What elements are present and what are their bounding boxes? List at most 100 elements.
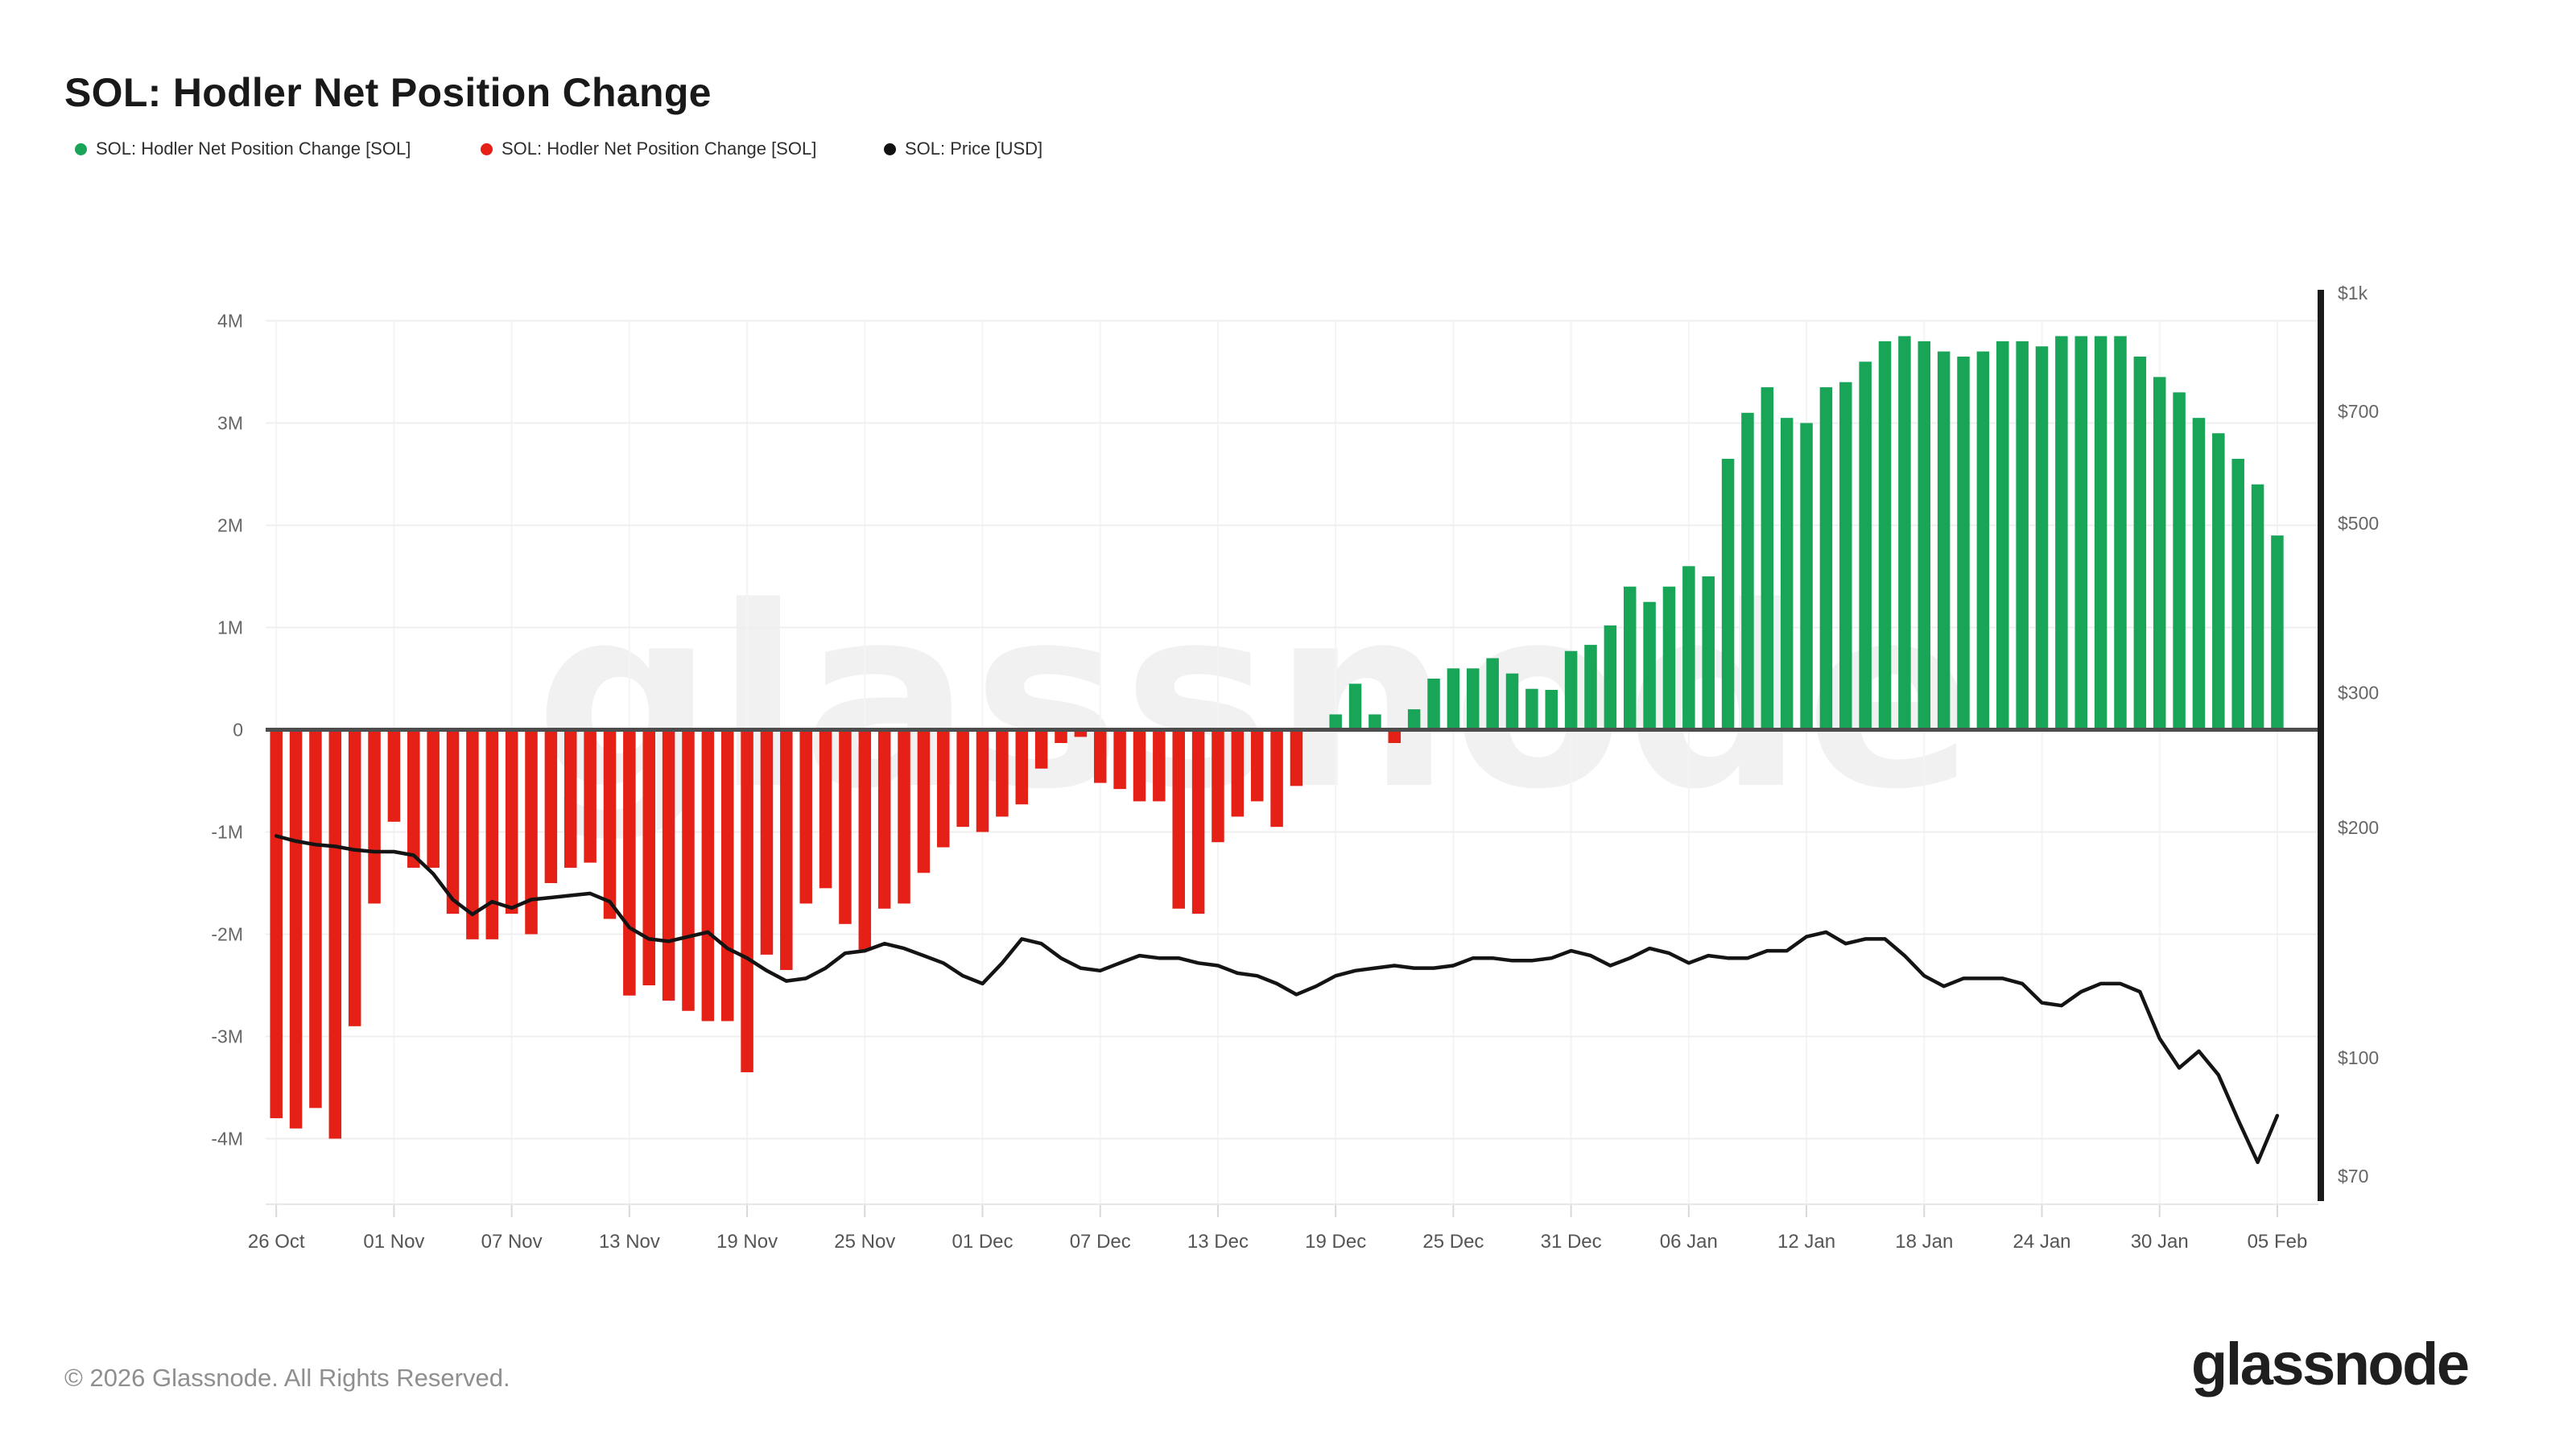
bar[interactable] [996, 729, 1009, 817]
bar[interactable] [2035, 346, 2049, 730]
bar[interactable] [1172, 729, 1185, 909]
bar[interactable] [1525, 688, 1538, 730]
legend-item-price[interactable]: SOL: Price [USD] [884, 138, 1042, 159]
bar[interactable] [466, 729, 479, 939]
bar[interactable] [1055, 729, 1067, 744]
bar[interactable] [1976, 351, 1990, 730]
bar[interactable] [1407, 709, 1421, 730]
bar[interactable] [1643, 601, 1656, 730]
bar[interactable] [642, 729, 655, 986]
bar[interactable] [760, 729, 774, 955]
bar[interactable] [898, 729, 910, 904]
bar[interactable] [1819, 387, 1833, 730]
bar[interactable] [427, 729, 440, 868]
bar[interactable] [1996, 341, 2009, 730]
bar[interactable] [1878, 341, 1892, 730]
bar[interactable] [1604, 625, 1617, 730]
bar[interactable] [956, 729, 969, 828]
bar[interactable] [1133, 729, 1146, 802]
bar[interactable] [1153, 729, 1166, 802]
bar[interactable] [1682, 566, 1695, 730]
bar[interactable] [741, 729, 753, 1072]
bar[interactable] [387, 729, 401, 822]
bar[interactable] [2114, 336, 2127, 730]
bar[interactable] [1761, 387, 1774, 730]
bar[interactable] [348, 729, 361, 1026]
bar[interactable] [1388, 729, 1402, 744]
bar[interactable] [1191, 729, 1205, 914]
bar[interactable] [682, 729, 695, 1011]
bar[interactable] [1034, 729, 1048, 769]
bar[interactable] [2173, 392, 2186, 730]
bar[interactable] [839, 729, 852, 924]
bar[interactable] [1564, 650, 1578, 730]
bar[interactable] [1290, 729, 1303, 786]
bar[interactable] [1231, 729, 1245, 817]
bar[interactable] [544, 729, 558, 884]
bar[interactable] [328, 729, 342, 1139]
bar[interactable] [1662, 586, 1676, 730]
bar[interactable] [1467, 668, 1480, 730]
bar[interactable] [1839, 382, 1852, 730]
bar[interactable] [1368, 714, 1381, 730]
bar[interactable] [937, 729, 950, 848]
bar[interactable] [858, 729, 872, 950]
bar[interactable] [1937, 351, 1951, 730]
bar[interactable] [799, 729, 812, 904]
bar[interactable] [2133, 356, 2147, 730]
bar[interactable] [1957, 356, 1970, 730]
bar[interactable] [1859, 361, 1872, 730]
bar[interactable] [1780, 418, 1794, 730]
bar[interactable] [1545, 689, 1558, 730]
bar[interactable] [1348, 683, 1362, 730]
bar[interactable] [1015, 729, 1029, 805]
bar[interactable] [603, 729, 617, 919]
bar[interactable] [819, 729, 832, 889]
bar[interactable] [2055, 336, 2068, 730]
bar[interactable] [1447, 668, 1460, 730]
bar[interactable] [2094, 336, 2107, 730]
bar[interactable] [270, 729, 283, 1119]
bar[interactable] [1702, 576, 1715, 730]
bar[interactable] [1918, 341, 1931, 730]
bar[interactable] [1505, 673, 1519, 730]
bar[interactable] [2271, 535, 2284, 730]
legend-item-hodler-positive[interactable]: SOL: Hodler Net Position Change [SOL] [75, 138, 411, 159]
bar[interactable] [485, 729, 499, 939]
net-position-bars[interactable] [270, 336, 2284, 1139]
bar[interactable] [1270, 729, 1283, 828]
bar[interactable] [917, 729, 931, 873]
bar[interactable] [2153, 377, 2166, 730]
bar[interactable] [976, 729, 989, 832]
bar[interactable] [1250, 729, 1264, 802]
bar[interactable] [2016, 341, 2029, 730]
bar[interactable] [2192, 418, 2206, 730]
bar[interactable] [368, 729, 381, 904]
bar[interactable] [2212, 433, 2225, 730]
bar[interactable] [1074, 729, 1088, 737]
bar[interactable] [564, 729, 577, 868]
bar[interactable] [1800, 423, 1813, 730]
bar[interactable] [662, 729, 675, 1001]
price-line[interactable] [274, 834, 2280, 1165]
bar[interactable] [1898, 336, 1911, 730]
bar[interactable] [1486, 658, 1499, 730]
bar[interactable] [1427, 679, 1440, 730]
bar[interactable] [623, 729, 636, 996]
bar[interactable] [1721, 458, 1735, 730]
bar[interactable] [309, 729, 322, 1108]
bar[interactable] [1329, 714, 1342, 730]
bar[interactable] [525, 729, 538, 935]
bar[interactable] [407, 729, 420, 868]
bar[interactable] [2231, 458, 2244, 730]
bar[interactable] [446, 729, 460, 914]
bar[interactable] [1623, 586, 1637, 730]
bar[interactable] [1093, 729, 1107, 783]
bar[interactable] [720, 729, 734, 1022]
bar[interactable] [701, 729, 715, 1022]
bar[interactable] [505, 729, 518, 914]
bar[interactable] [1212, 729, 1224, 843]
bar[interactable] [877, 729, 891, 909]
bar[interactable] [1113, 729, 1126, 790]
